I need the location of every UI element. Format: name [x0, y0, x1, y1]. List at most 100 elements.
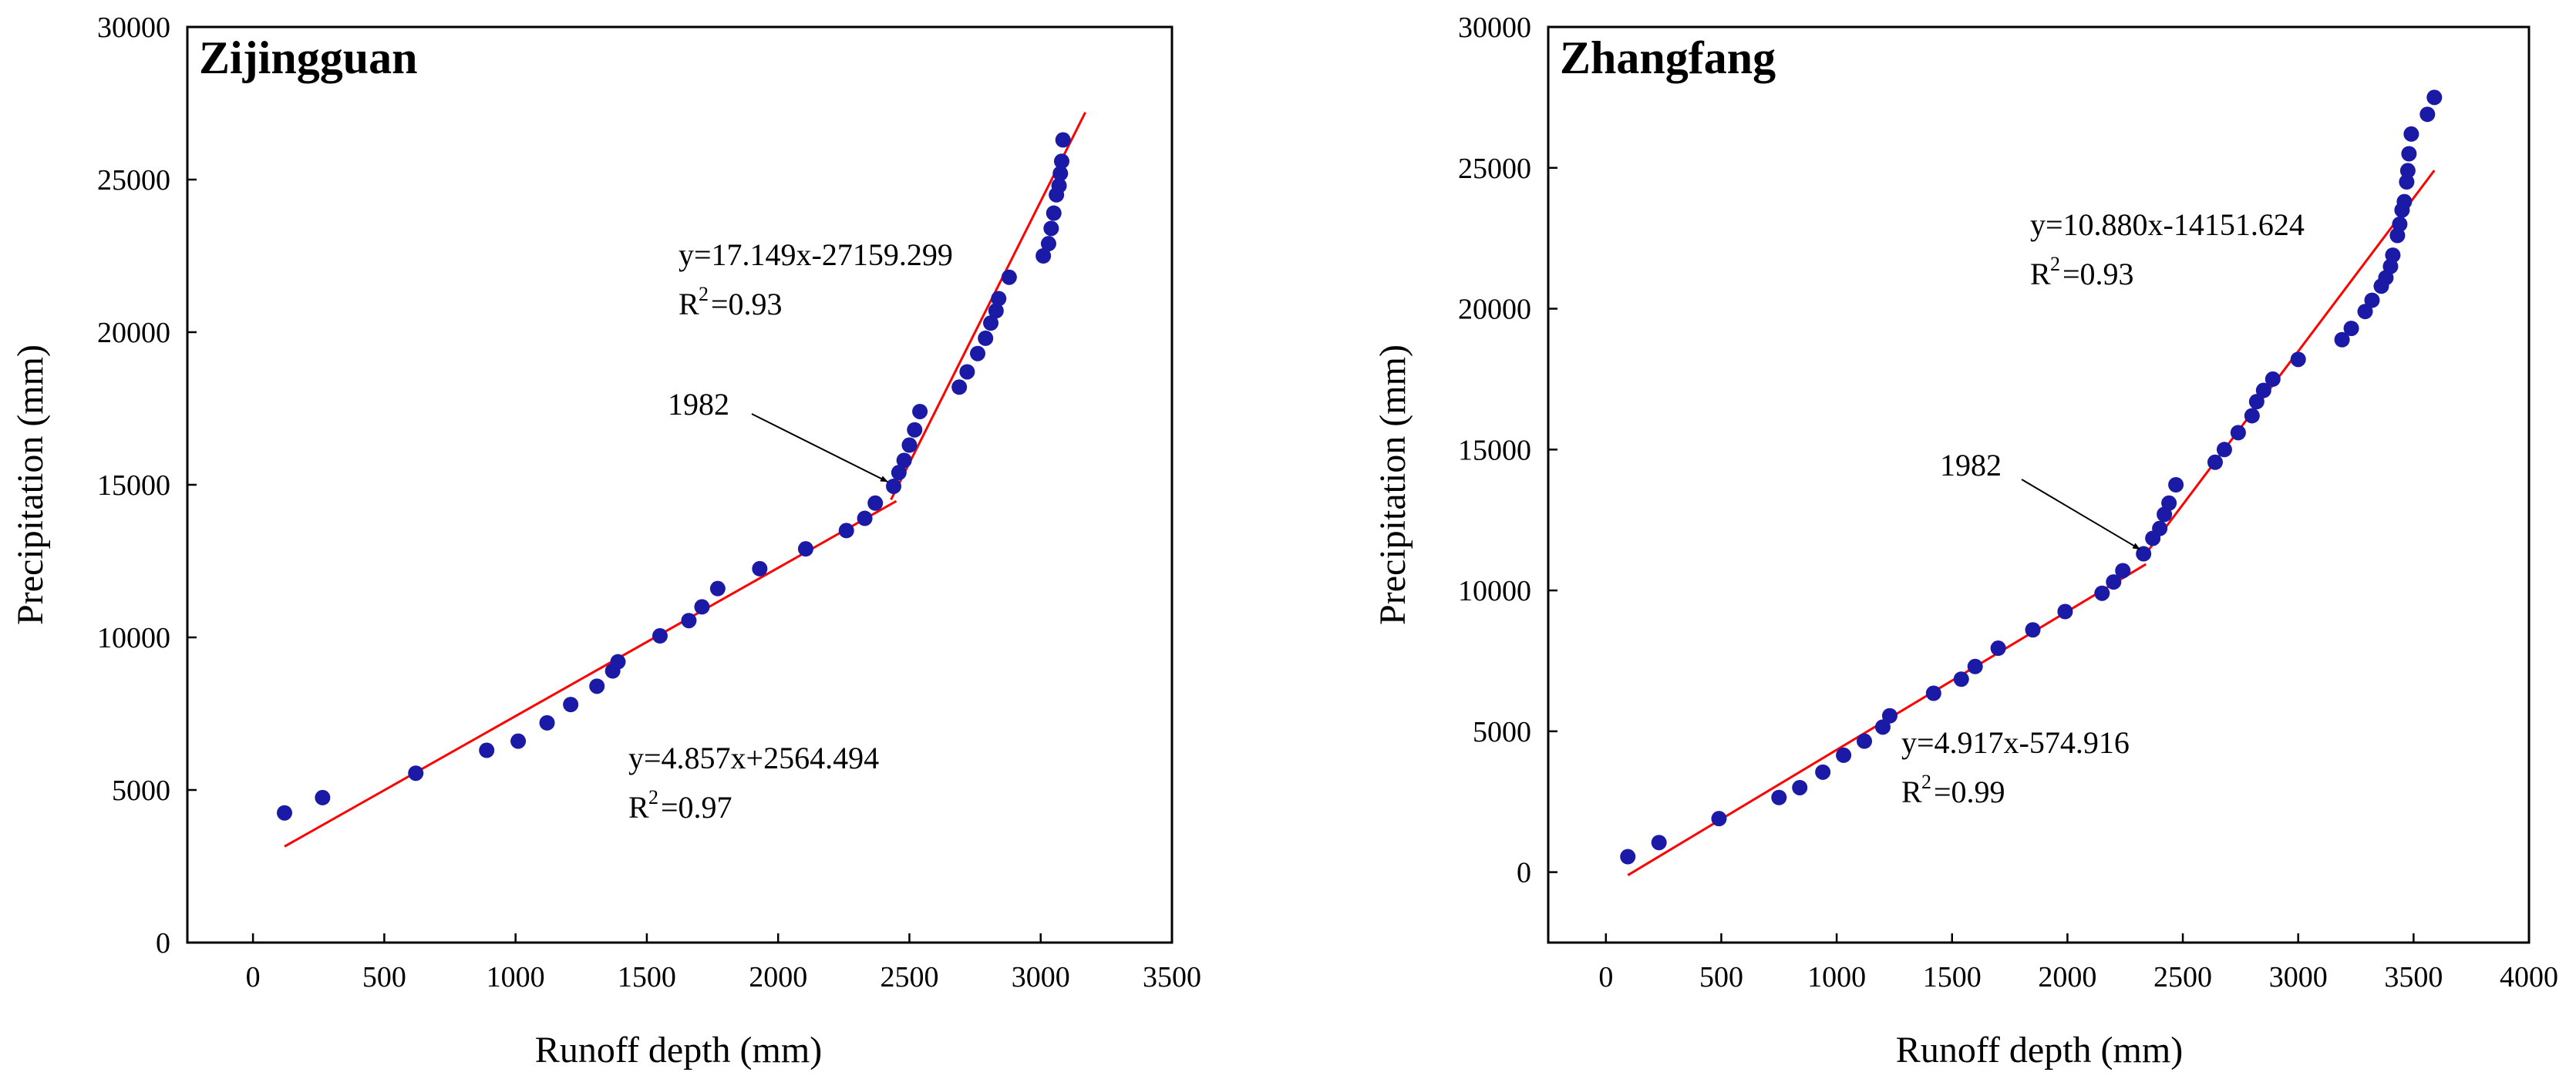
- r-squared-label: R: [1901, 775, 1922, 809]
- data-point: [1046, 205, 1062, 221]
- x-tick-label: 1000: [1807, 961, 1866, 993]
- x-tick-label: 4000: [2500, 961, 2558, 993]
- data-point: [2396, 193, 2413, 210]
- data-point: [408, 765, 424, 782]
- data-point: [510, 733, 527, 749]
- data-point: [1035, 248, 1052, 264]
- data-point: [2216, 442, 2232, 458]
- x-tick-label: 2000: [2038, 961, 2096, 993]
- data-point: [1925, 685, 1941, 701]
- data-point: [2152, 520, 2168, 536]
- data-point: [315, 789, 331, 805]
- r-squared-superscript: 2: [2050, 253, 2060, 275]
- x-tick-label: 500: [362, 961, 406, 993]
- data-point: [2244, 408, 2260, 424]
- x-tick-label: 0: [246, 961, 261, 993]
- x-tick-label: 1500: [1923, 961, 1982, 993]
- data-point: [1857, 733, 1873, 749]
- y-tick-label: 15000: [1458, 434, 1531, 466]
- y-tick-label: 10000: [1458, 575, 1531, 607]
- x-tick-label: 3000: [1012, 961, 1070, 993]
- data-point: [896, 452, 912, 469]
- x-tick-label: 2500: [880, 961, 938, 993]
- r-squared-value: =0.93: [2062, 257, 2134, 291]
- y-tick-label: 5000: [112, 775, 170, 807]
- y-axis-title: Precipitation (mm): [1372, 345, 1413, 625]
- data-point: [1771, 789, 1787, 805]
- x-axis-title: Runoff depth (mm): [535, 1030, 822, 1071]
- data-point: [857, 510, 873, 526]
- data-point: [1990, 640, 2006, 657]
- data-point: [539, 714, 555, 731]
- chart-title: Zijingguan: [199, 32, 417, 83]
- x-tick-label: 3500: [2384, 961, 2443, 993]
- data-point: [1052, 166, 1069, 182]
- data-point: [891, 465, 907, 481]
- annotation-arrow: [751, 413, 888, 482]
- data-point: [610, 654, 626, 670]
- r-squared-superscript: 2: [648, 786, 658, 808]
- data-point: [978, 330, 994, 346]
- data-point: [970, 345, 986, 361]
- data-point: [2265, 371, 2281, 387]
- y-tick-label: 0: [1517, 857, 1531, 889]
- chart-panel-1: 0 500 1000 1500 2000 2500 3000 3500 4000 0 5000 100…: [1372, 12, 2558, 1071]
- fit-line-post-1982: [890, 112, 1086, 500]
- y-tick-label: 5000: [1473, 716, 1531, 748]
- fit-equation-pre-1982: y=4.857x+2564.494: [628, 741, 879, 775]
- data-point: [2255, 382, 2271, 398]
- data-point: [2364, 292, 2380, 308]
- data-point: [2392, 216, 2408, 232]
- x-tick-label: 0: [1598, 961, 1613, 993]
- x-tick-label: 2500: [2153, 961, 2212, 993]
- y-tick-label: 20000: [1458, 294, 1531, 326]
- r-squared-label: R: [679, 287, 699, 321]
- data-point: [652, 628, 668, 644]
- data-point: [2161, 495, 2177, 511]
- data-point: [886, 478, 902, 494]
- data-point: [2248, 394, 2265, 410]
- x-axis-title: Runoff depth (mm): [1896, 1030, 2183, 1071]
- data-point: [2403, 126, 2419, 142]
- data-point: [1055, 132, 1071, 148]
- data-point: [2334, 331, 2350, 348]
- data-point: [2426, 89, 2443, 106]
- fit-equation-pre-1982: y=4.917x-574.916: [1901, 725, 2130, 760]
- r-squared-label: R: [628, 790, 649, 825]
- data-point: [1874, 719, 1891, 735]
- y-tick-label: 25000: [97, 164, 170, 197]
- data-point: [2399, 174, 2415, 190]
- data-point: [2057, 603, 2073, 620]
- data-point: [912, 403, 928, 419]
- data-point: [1043, 220, 1059, 237]
- y-axis-title: Precipitation (mm): [10, 345, 51, 625]
- annotation-label: 1982: [1940, 448, 2002, 482]
- data-point: [1967, 658, 1983, 674]
- data-point: [1815, 764, 1831, 780]
- chart-panel-0: 0 500 1000 1500 2000 2500 3000 3500 0 5000 10000 15…: [10, 12, 1201, 1071]
- data-point: [991, 291, 1007, 307]
- data-point: [2230, 425, 2246, 441]
- data-point: [563, 697, 579, 713]
- y-tick-label: 30000: [97, 12, 170, 44]
- data-point: [1792, 779, 1808, 795]
- fit-line-post-1982: [2144, 170, 2436, 555]
- y-tick-label: 25000: [1458, 153, 1531, 185]
- fit-equation-post-1982: y=17.149x-27159.299: [679, 237, 953, 272]
- fit-equation-post-1982: y=10.880x-14151.624: [2030, 207, 2305, 242]
- y-tick-label: 20000: [97, 317, 170, 349]
- x-tick-label: 500: [1699, 961, 1743, 993]
- data-point: [2399, 163, 2416, 179]
- r-squared-superscript: 2: [1921, 771, 1931, 793]
- annotation-arrow: [2021, 479, 2141, 550]
- data-point: [1711, 811, 1727, 827]
- x-tick-label: 3500: [1143, 961, 1201, 993]
- plot-frame: [1547, 25, 2531, 944]
- r-squared-superscript: 2: [699, 283, 709, 305]
- data-point: [2401, 146, 2417, 162]
- data-point: [2290, 351, 2306, 368]
- data-point: [2094, 585, 2110, 601]
- data-point: [2207, 454, 2223, 470]
- data-point: [983, 315, 999, 331]
